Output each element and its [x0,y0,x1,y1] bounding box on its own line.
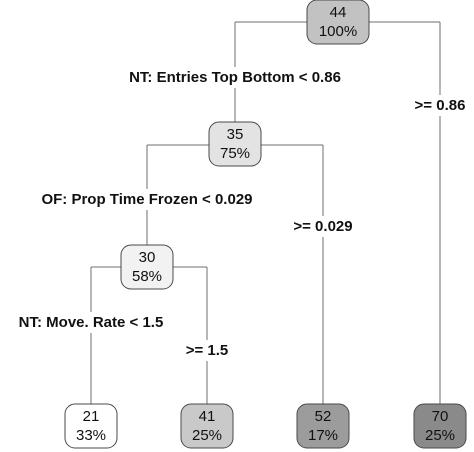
split-label-s2r: >= 0.029 [290,215,356,237]
tree-node-root: 44 100% [306,0,370,45]
node-box [180,403,234,449]
split-label-bg [38,188,256,210]
split-label-s3r: >= 1.5 [182,339,232,361]
split-label-s3: NT: Move. Rate < 1.5 [15,311,167,333]
split-label-bg [411,94,469,116]
node-value: 41 [199,408,216,425]
split-label-text: OF: Prop Time Frozen < 0.029 [41,191,252,208]
split-label-s1: NT: Entries Top Bottom < 0.86 [126,66,344,88]
node-box [306,0,370,45]
split-label-text: NT: Entries Top Bottom < 0.86 [129,69,341,86]
split-label-text: NT: Move. Rate < 1.5 [19,314,164,331]
split-label-bg [182,339,232,361]
node-value: 44 [330,4,347,21]
split-label-text: >= 0.86 [415,97,466,114]
split-label-s2: OF: Prop Time Frozen < 0.029 [38,188,256,210]
node-box [413,403,467,449]
node-value: 70 [432,408,449,425]
node-box [64,403,118,449]
split-label-text: >= 0.029 [293,218,352,235]
split-label-s1r: >= 0.86 [411,94,469,116]
node-percent: 17% [308,427,338,444]
node-value: 52 [315,408,332,425]
split-label-bg [15,311,167,333]
node-box [208,121,262,167]
split-label-bg [126,66,344,88]
node-percent: 25% [192,427,222,444]
split-label-bg [290,215,356,237]
node-value: 35 [227,126,244,143]
node-value: 30 [139,249,156,266]
node-box [296,403,350,449]
node-percent: 75% [220,145,250,162]
node-percent: 100% [319,23,357,40]
split-label-text: >= 1.5 [186,342,229,359]
node-percent: 58% [132,268,162,285]
node-box [120,244,174,290]
node-percent: 25% [425,427,455,444]
node-value: 21 [83,408,100,425]
node-percent: 33% [76,427,106,444]
